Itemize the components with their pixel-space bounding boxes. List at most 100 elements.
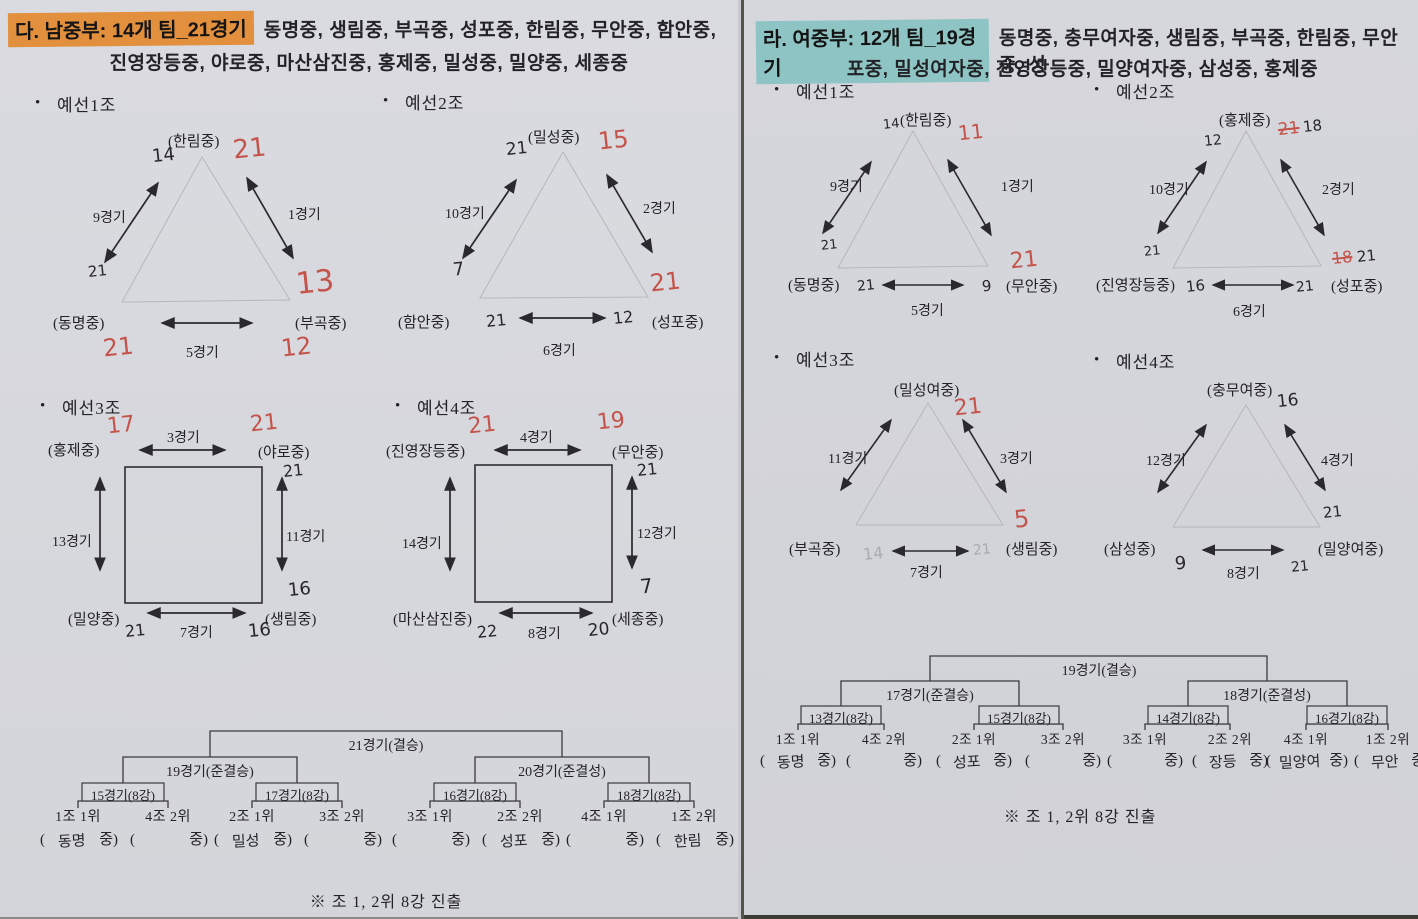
paren-open: ( [656, 832, 661, 848]
team-label: (한림중) [900, 113, 952, 129]
bracket-seed: 4조 1위 [1283, 732, 1329, 747]
bracket-seed: 4조 1위 [581, 810, 627, 825]
bracket-qf-label: 16경기(8강) [1314, 711, 1380, 726]
bracket-qf-label: 18경기(8강) [616, 788, 682, 803]
edge-label: 11경기 [286, 530, 326, 545]
entry-handwritten: 성포 [952, 752, 982, 772]
entry-handwritten: 밀성 [231, 831, 261, 851]
bracket-entry-slot: (성포 중) [936, 749, 1012, 772]
entry-handwritten: 동명 [776, 752, 806, 772]
score-handwritten: 12 [612, 306, 635, 329]
score-handwritten: 16 [1275, 389, 1300, 413]
score-handwritten: 21 [820, 237, 839, 254]
bracket-entry-slot: (동명 중) [760, 749, 836, 772]
score-handwritten: 9 [1173, 552, 1188, 575]
score-handwritten-red: 21 [648, 266, 682, 298]
edge-label: 6경기 [543, 344, 576, 359]
team-label: (부곡중) [295, 316, 347, 332]
score-handwritten: 16 [286, 577, 312, 602]
score-handwritten-red: 19 [595, 407, 627, 436]
edge-label: 14경기 [402, 537, 442, 552]
score-handwritten: 21 [124, 619, 147, 642]
paren-close: 중) [1082, 753, 1101, 769]
score-handwritten: 20 [586, 618, 611, 642]
bracket-entry-slot: (중) [130, 828, 208, 849]
bracket-seed: 1조 2위 [671, 810, 717, 825]
team-label: (밀성중) [528, 130, 580, 146]
page-right-girls-division: 라. 여중부: 12개 팀_19경기 동명중, 충무여자중, 생림중, 부곡중,… [741, 0, 1418, 919]
bracket-entry-slot: (중) [846, 749, 922, 770]
score-handwritten: 7 [451, 258, 466, 281]
paren-open: ( [1192, 753, 1197, 769]
paren-close: 중) [1411, 749, 1418, 770]
bracket-entry-slot: ( 중) [1025, 749, 1101, 770]
bracket-semi-label: 17경기(준결승) [886, 689, 974, 704]
edge-label: 12경기 [637, 527, 677, 542]
paren-close: 중) [451, 832, 470, 848]
score-handwritten-struck: 21 [1276, 117, 1301, 141]
bracket-entry-slot: (무안 중) [1354, 749, 1418, 771]
edge-label: 6경기 [1233, 305, 1266, 320]
edge-label: 1경기 [1001, 180, 1034, 195]
left-page-diagram-lines [77, 150, 695, 808]
score-handwritten: 21 [504, 137, 529, 161]
team-label: (세종중) [612, 612, 664, 628]
team-label: (밀양중) [68, 612, 120, 628]
score-handwritten: 14 [150, 143, 176, 168]
score-handwritten-pencil: 21 [972, 541, 992, 559]
entry-handwritten: 한림 [673, 831, 703, 851]
team-label: (함안중) [398, 315, 450, 331]
team-label: (동명중) [53, 316, 105, 332]
group1-title-left: 예선1조 [57, 96, 117, 115]
bracket-entry-slot: ( 한림 중) [656, 828, 734, 851]
paren-open: ( [130, 832, 135, 848]
paren-close: 중) [715, 832, 734, 848]
bracket-seed: 3조 2위 [319, 810, 365, 825]
score-handwritten: 16 [1185, 276, 1206, 296]
score-handwritten-red: 13 [294, 263, 336, 302]
bracket-entry-slot: (밀성 중) [214, 828, 292, 851]
score-handwritten-red: 21 [1008, 246, 1040, 275]
team-label: (야로중) [258, 445, 310, 461]
group2-title-left: 예선2조 [405, 94, 465, 113]
bullet-icon: • [40, 398, 46, 414]
edge-label: 9경기 [93, 211, 126, 226]
score-handwritten-red: 5 [1012, 504, 1031, 534]
note-left: ※ 조 1, 2위 8강 진출 [309, 894, 463, 911]
bracket-seed: 2조 2위 [1207, 732, 1253, 747]
score-handwritten: 21 [1322, 502, 1343, 522]
team-label: (삼성중) [1104, 542, 1156, 558]
score-handwritten: 12 [1203, 132, 1223, 150]
bracket-seed: 3조 1위 [1122, 732, 1168, 747]
team-list-line2-right: 포중, 밀성여자중, 진영장등중, 밀양여자중, 삼성중, 홍제중 [846, 59, 1319, 80]
paren-close: 중) [993, 753, 1012, 769]
edge-label: 5경기 [186, 346, 219, 361]
score-handwritten-red: 12 [279, 331, 313, 363]
paren-open: ( [1025, 753, 1030, 769]
bullet-icon: • [35, 95, 41, 111]
edge-label: 11경기 [828, 452, 868, 467]
edge-label: 3경기 [1000, 452, 1033, 467]
paren-open: ( [1354, 753, 1359, 769]
team-label: (무안중) [612, 445, 664, 461]
edge-label: 1경기 [288, 208, 321, 223]
score-handwritten: 21 [856, 277, 876, 295]
score-handwritten-red: 15 [596, 124, 630, 156]
score-handwritten-struck: 18 [1331, 246, 1354, 269]
paren-open: ( [304, 832, 309, 848]
paren-open: ( [482, 832, 487, 848]
bracket-seed: 2조 2위 [497, 810, 543, 825]
paren-close: 중) [99, 832, 118, 848]
edge-label: 12경기 [1146, 454, 1186, 469]
bracket-seed: 1조 1위 [775, 732, 821, 747]
entry-handwritten: 동명 [57, 831, 87, 851]
bracket-final-label: 19경기(결승) [1061, 664, 1137, 679]
bullet-icon: • [774, 82, 780, 98]
bracket-qf-label: 14경기(8강) [1155, 711, 1221, 726]
group1-title-right: 예선1조 [796, 83, 856, 102]
bracket-seed: 1조 2위 [1365, 732, 1411, 747]
page-left-boys-division: 다. 남중부: 14개 팀_21경기 동명중, 생림중, 부곡중, 성포중, 한… [0, 0, 738, 919]
score-handwritten-red: 17 [105, 411, 137, 440]
team-label: (생림중) [265, 612, 317, 628]
score-handwritten-red: 21 [952, 393, 984, 422]
